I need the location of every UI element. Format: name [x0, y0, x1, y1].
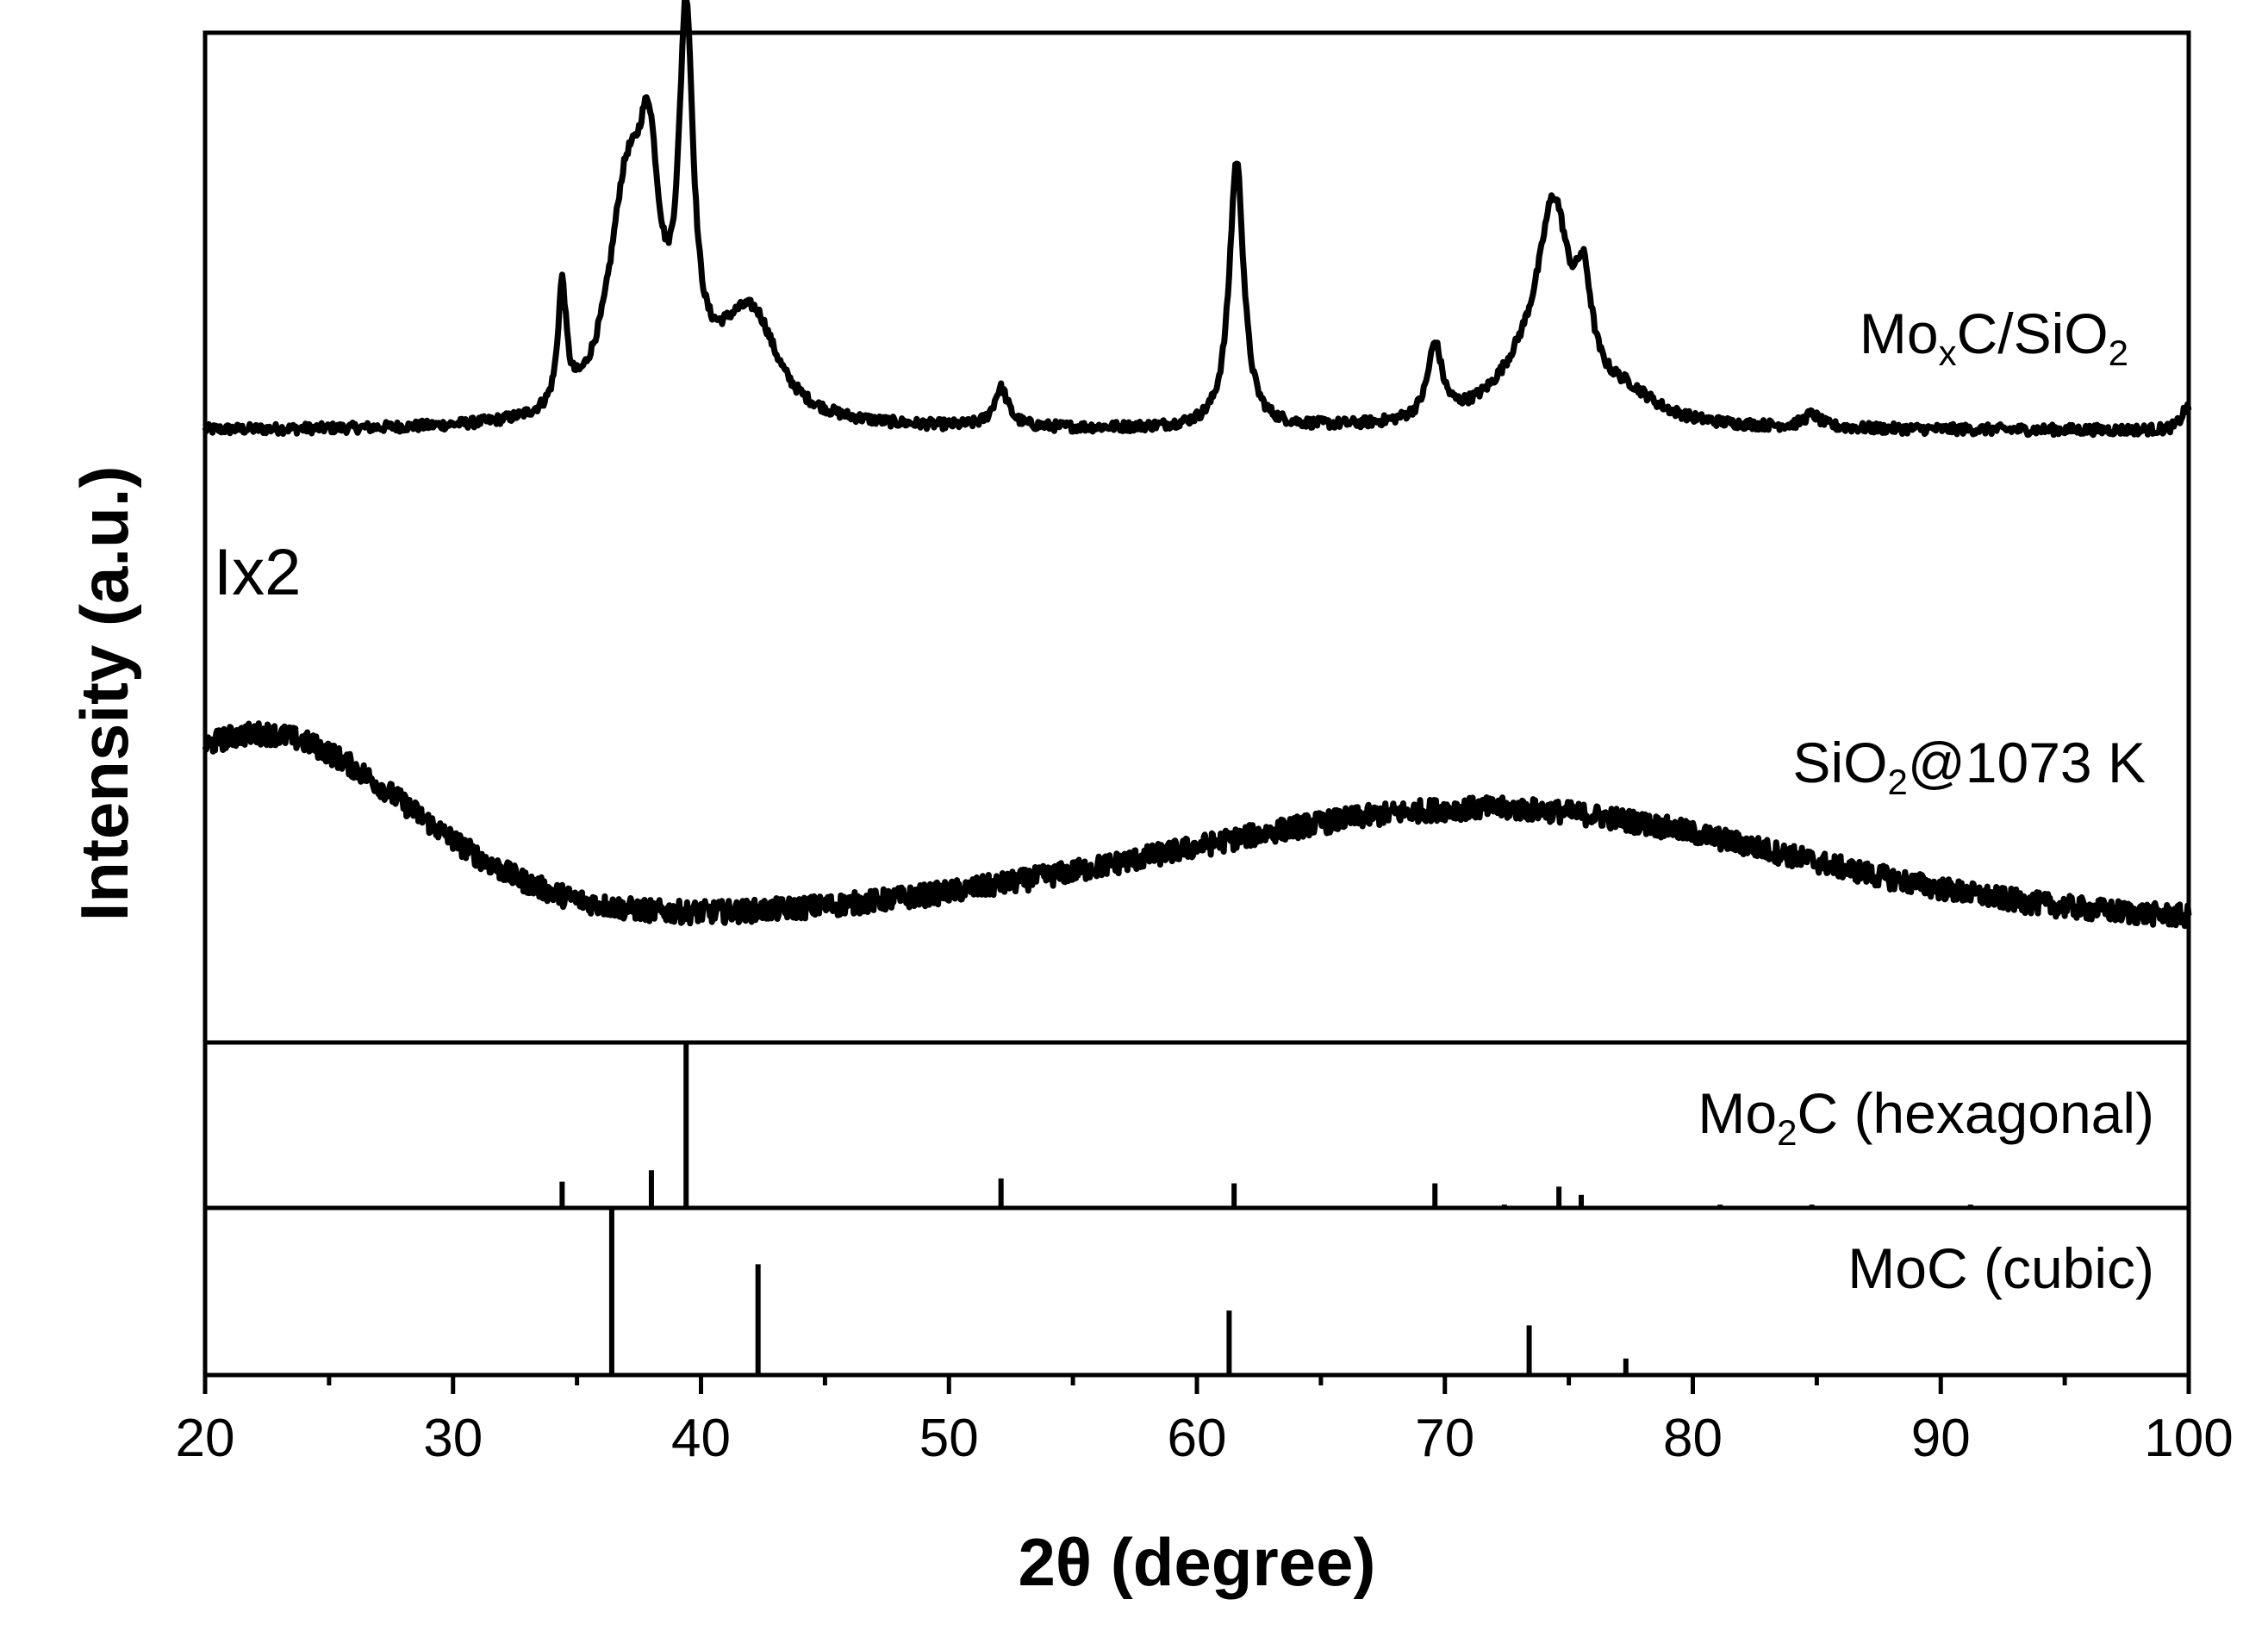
- x-tick-label: 20: [176, 1409, 235, 1468]
- reference-panel-mo2c: Mo2C (hexagonal): [559, 1044, 2154, 1208]
- x-tick-label: 90: [1911, 1409, 1971, 1468]
- x-tick-label: 100: [2144, 1409, 2233, 1468]
- x-axis-title: 2θ (degree): [1019, 1524, 1376, 1600]
- reference-panel-moc: MoC (cubic): [608, 1210, 2154, 1375]
- x-tick-label: 40: [671, 1409, 731, 1468]
- x-tick-label: 70: [1415, 1409, 1474, 1468]
- reference-label-mo2c: Mo2C (hexagonal): [1698, 1081, 2154, 1153]
- reference-label-moc: MoC (cubic): [1847, 1236, 2154, 1300]
- x-tick-label: 50: [919, 1409, 979, 1468]
- series-line-moxc-sio2: [202, 0, 2192, 439]
- x-tick-label: 60: [1168, 1409, 1227, 1468]
- pattern-panel: MoxC/SiO2 SiO2@1073 K Ix2: [202, 0, 2192, 930]
- annotation-ix2: Ix2: [214, 536, 301, 609]
- x-tick-label: 30: [423, 1409, 483, 1468]
- x-tick-label: 80: [1663, 1409, 1723, 1468]
- series-line-sio2-1073k: [202, 720, 2192, 930]
- x-axis: 20 30 40 50 60 70 80 90 100: [176, 1375, 2234, 1468]
- series-label-sio2-1073k: SiO2@1073 K: [1792, 731, 2146, 802]
- series-label-moxc-sio2: MoxC/SiO2: [1860, 302, 2128, 373]
- y-axis-title: Intensity (a.u.): [66, 466, 142, 922]
